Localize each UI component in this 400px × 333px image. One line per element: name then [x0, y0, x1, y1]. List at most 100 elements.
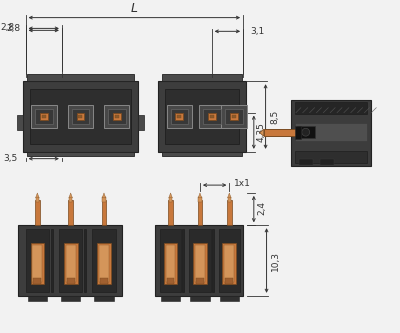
Bar: [160, 229, 181, 292]
Bar: [230, 113, 238, 121]
Bar: [66, 245, 76, 282]
Bar: [295, 124, 368, 141]
Bar: [190, 296, 210, 301]
Bar: [59, 229, 82, 292]
Bar: [113, 113, 121, 121]
Polygon shape: [36, 193, 39, 198]
Bar: [92, 229, 116, 292]
Bar: [51, 229, 53, 292]
Bar: [162, 152, 242, 156]
Bar: [212, 229, 214, 292]
Polygon shape: [228, 193, 231, 198]
Bar: [30, 243, 44, 284]
Bar: [228, 197, 231, 202]
Bar: [97, 243, 111, 284]
Bar: [170, 109, 188, 124]
Bar: [227, 200, 232, 225]
Bar: [222, 105, 247, 128]
Bar: [162, 74, 242, 81]
Polygon shape: [198, 193, 202, 198]
Text: 1x1: 1x1: [234, 178, 251, 187]
Bar: [226, 278, 233, 284]
Bar: [138, 115, 144, 130]
Polygon shape: [102, 193, 106, 198]
Bar: [30, 89, 131, 144]
Bar: [36, 197, 39, 202]
Text: 2,8: 2,8: [1, 23, 15, 32]
Bar: [178, 115, 181, 119]
Bar: [226, 109, 243, 124]
Bar: [32, 105, 57, 128]
Bar: [224, 245, 234, 282]
Bar: [199, 105, 224, 128]
Bar: [26, 229, 49, 292]
Text: 4,35: 4,35: [257, 122, 266, 142]
Bar: [94, 296, 114, 301]
Bar: [195, 245, 205, 282]
Bar: [35, 200, 40, 225]
Bar: [26, 152, 134, 156]
Bar: [218, 229, 240, 292]
Bar: [78, 115, 82, 119]
Polygon shape: [260, 129, 264, 136]
Bar: [61, 296, 80, 301]
Bar: [100, 278, 108, 284]
Polygon shape: [169, 193, 172, 198]
Text: 3,5: 3,5: [4, 154, 18, 163]
Bar: [164, 243, 178, 284]
Bar: [297, 126, 314, 138]
Bar: [115, 115, 119, 119]
Polygon shape: [69, 193, 72, 198]
Bar: [203, 109, 220, 124]
Bar: [167, 278, 174, 284]
Bar: [67, 278, 74, 284]
Bar: [232, 115, 236, 119]
Bar: [84, 229, 86, 292]
Bar: [72, 109, 89, 124]
Text: 3,1: 3,1: [250, 27, 264, 36]
Bar: [295, 126, 301, 139]
Bar: [167, 105, 192, 128]
Bar: [166, 245, 176, 282]
Bar: [196, 278, 204, 284]
Bar: [295, 102, 368, 114]
Bar: [291, 100, 371, 166]
Bar: [222, 243, 236, 284]
Circle shape: [302, 128, 310, 136]
Bar: [169, 197, 172, 202]
Bar: [28, 296, 47, 301]
Bar: [102, 200, 106, 225]
Text: 10,3: 10,3: [272, 250, 280, 270]
Bar: [32, 245, 42, 282]
Bar: [158, 81, 246, 152]
Text: 8,5: 8,5: [270, 110, 280, 124]
Bar: [36, 109, 53, 124]
Bar: [210, 115, 214, 119]
Bar: [108, 109, 126, 124]
Bar: [320, 159, 334, 165]
Bar: [68, 200, 73, 225]
Bar: [155, 225, 243, 296]
Bar: [40, 113, 48, 121]
Bar: [208, 113, 216, 121]
Bar: [299, 159, 312, 165]
Bar: [295, 151, 368, 163]
Bar: [189, 229, 211, 292]
Bar: [18, 225, 122, 296]
Bar: [68, 105, 93, 128]
Bar: [161, 296, 180, 301]
Text: 2,4: 2,4: [258, 200, 267, 215]
Bar: [264, 129, 297, 136]
Bar: [99, 245, 109, 282]
Bar: [176, 113, 183, 121]
Text: 2,8: 2,8: [6, 24, 21, 33]
Bar: [198, 197, 202, 202]
Bar: [76, 113, 84, 121]
Bar: [168, 200, 173, 225]
Text: L: L: [131, 2, 138, 15]
Bar: [165, 89, 239, 144]
Bar: [42, 115, 46, 119]
Bar: [182, 229, 184, 292]
Bar: [23, 81, 138, 152]
Bar: [69, 197, 72, 202]
